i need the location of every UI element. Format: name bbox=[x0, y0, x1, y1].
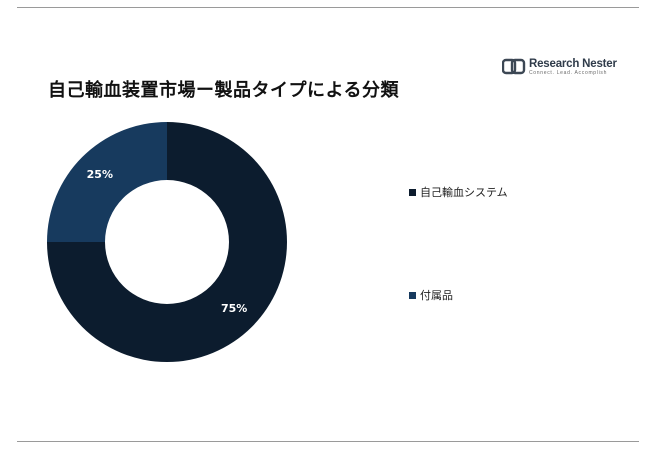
legend-item-1: 自己輸血システム bbox=[409, 184, 508, 200]
research-nester-logo: Research Nester Connect. Lead. Accomplis… bbox=[501, 57, 622, 81]
bottom-divider bbox=[17, 441, 639, 442]
top-divider bbox=[17, 7, 639, 8]
logo-tagline: Connect. Lead. Accomplish bbox=[529, 70, 608, 76]
slice-label-1: 75% bbox=[221, 302, 247, 315]
legend-item-2: 付属品 bbox=[409, 287, 453, 303]
slice-label-2: 25% bbox=[87, 168, 113, 181]
donut-slice-2 bbox=[47, 122, 167, 242]
legend-swatch-1 bbox=[409, 188, 416, 196]
legend-swatch-2 bbox=[409, 291, 416, 299]
logo-name: Research Nester bbox=[529, 58, 617, 70]
donut-slice-1 bbox=[47, 122, 287, 362]
chart-title: 自己輸血装置市場ー製品タイプによる分類 bbox=[48, 80, 399, 101]
legend-label-1: 自己輸血システム bbox=[420, 186, 508, 199]
logo-icon bbox=[501, 58, 526, 75]
legend-label-2: 付属品 bbox=[420, 289, 453, 302]
